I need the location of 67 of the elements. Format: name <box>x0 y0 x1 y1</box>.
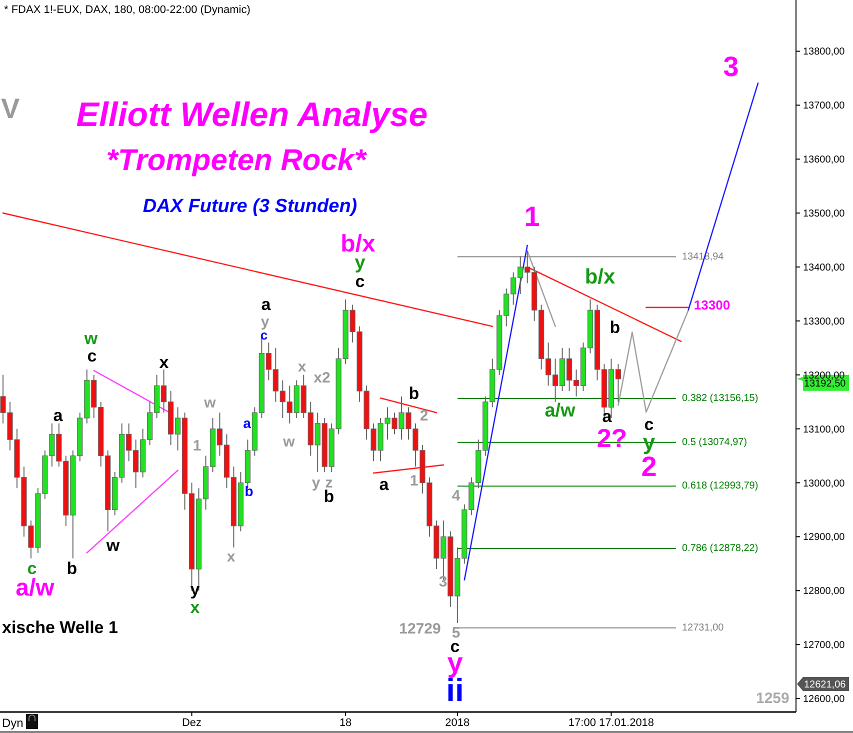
x-tick-label: Dez <box>182 717 202 729</box>
annotation: w <box>105 536 120 555</box>
annotation: c <box>87 346 97 366</box>
ref-line-label: 0.618 (12993,79) <box>682 480 758 492</box>
annotation: 1259 <box>756 690 790 707</box>
annotation: * FDAX 1!-EUX, DAX, 180, 08:00-22:00 (Dynamic) <box>4 4 250 16</box>
ref-line-label: 0.786 (12878,22) <box>682 542 758 554</box>
annotation: x <box>298 358 307 376</box>
annotation: 2 <box>420 407 428 424</box>
annotation: b <box>66 558 78 578</box>
annotation: w <box>282 433 296 450</box>
y-tick-label: 13600,00 <box>803 154 846 166</box>
y-tick-label: 12900,00 <box>803 532 846 544</box>
y-tick-label: 13500,00 <box>803 208 846 220</box>
y-tick-label: 12700,00 <box>803 640 846 652</box>
ref-line-label: 0.382 (13156,15) <box>682 393 758 404</box>
annotation: y <box>260 313 270 330</box>
annotation: 1 <box>192 437 202 454</box>
annotation: a <box>53 406 64 425</box>
annotation: DAX Future (3 Stunden) <box>142 196 358 217</box>
y-tick-label: 12800,00 <box>803 586 846 598</box>
annotation: a <box>243 414 252 431</box>
annotation: y <box>312 474 321 492</box>
y-tick-label: 13400,00 <box>803 262 846 274</box>
text: Dyn <box>2 716 24 730</box>
annotation: x <box>190 598 200 617</box>
annotation: 3 <box>723 50 739 82</box>
annotation: 13300 <box>694 298 730 313</box>
x-tick-label: 2018 <box>445 717 470 729</box>
text: 12621,06 <box>804 680 846 690</box>
annotation: w <box>83 328 98 348</box>
annotation: b <box>610 318 620 337</box>
x-tick-label: 17:00 17.01.2018 <box>568 717 654 729</box>
annotation: b <box>324 486 334 506</box>
ref-line-label: 0.5 (13074,97) <box>682 436 748 448</box>
annotation: a <box>379 474 390 494</box>
annotation: y <box>190 580 200 599</box>
text: Elliott Wellen Analyse <box>76 96 428 134</box>
annotation: 3 <box>438 573 448 590</box>
annotation: b/x <box>584 265 616 288</box>
text: 13192,50 <box>804 378 846 390</box>
x-tick-label: 18 <box>339 717 352 729</box>
y-tick-label: 13700,00 <box>803 100 846 112</box>
annotation: x2 <box>314 369 330 386</box>
y-tick-label: 13300,00 <box>803 316 846 328</box>
annotation: c <box>644 414 654 434</box>
annotation: xische Welle 1 <box>2 618 118 637</box>
annotation: a <box>261 294 272 314</box>
y-tick-label: 13000,00 <box>803 478 846 490</box>
annotation: 12729 <box>399 620 441 638</box>
annotation: a <box>602 406 612 426</box>
y-tick-label: 13800,00 <box>803 46 846 58</box>
annotation: x <box>159 352 170 372</box>
annotation: a/w <box>544 400 576 422</box>
annotation: c <box>355 272 365 291</box>
annotation: 1 <box>410 472 418 490</box>
annotation: b <box>408 384 420 403</box>
annotation: x <box>226 548 236 566</box>
annotation: 1 <box>524 200 540 232</box>
annotation: 4 <box>452 487 461 504</box>
y-tick-label: 13100,00 <box>803 424 846 436</box>
ref-line-label: 12731,00 <box>682 622 724 634</box>
text: *Trompeten Rock* <box>106 144 368 177</box>
annotation: b <box>244 482 254 499</box>
annotation: w <box>203 394 216 412</box>
y-tick-label: 12600,00 <box>803 694 846 706</box>
annotation: V <box>1 93 20 124</box>
